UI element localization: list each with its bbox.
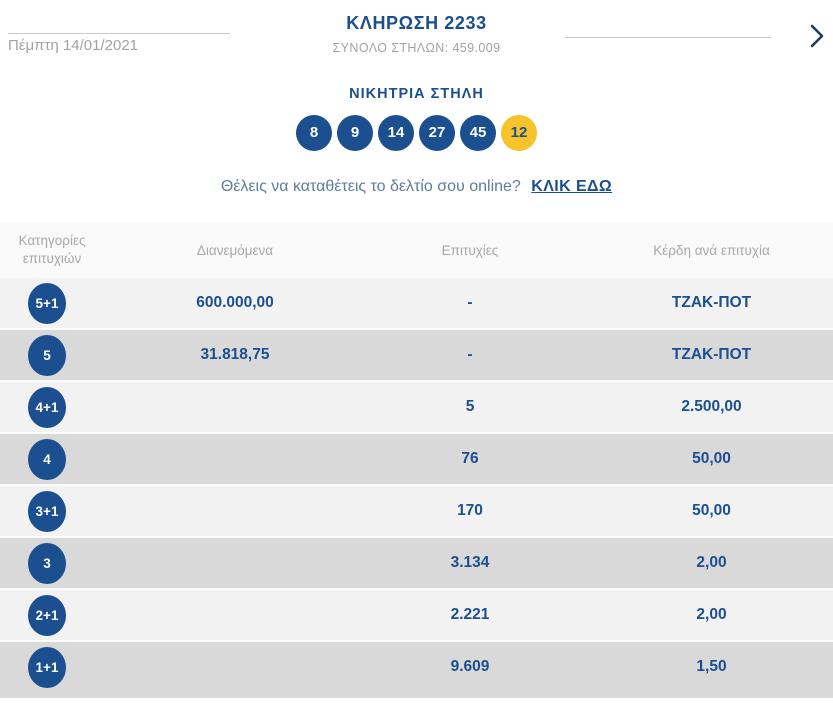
category-badge: 5+1 bbox=[28, 282, 66, 324]
cell-winners: - bbox=[467, 294, 473, 311]
winning-column-title: ΝΙΚΗΤΡΙΑ ΣΤΗΛΗ bbox=[349, 86, 484, 102]
prize-table: Κατηγορίες επιτυχιών Διανεμόμενα Επιτυχί… bbox=[0, 222, 833, 698]
cell-winners: 170 bbox=[457, 502, 483, 519]
cell-prize: 1,50 bbox=[696, 658, 727, 675]
total-columns-label: ΣΥΝΟΛΟ ΣΤΗΛΩΝ: 459.009 bbox=[332, 41, 501, 55]
click-here-link[interactable]: ΚΛΙΚ ΕΔΩ bbox=[531, 178, 613, 195]
table-row: 3+1 170 50,00 bbox=[0, 486, 833, 536]
cell-winners: 76 bbox=[461, 450, 479, 467]
header-distributed: Διανεμόμενα bbox=[196, 242, 274, 258]
cell-prize: 50,00 bbox=[692, 450, 731, 467]
category-badge: 4+1 bbox=[28, 386, 66, 428]
table-row: 4 76 50,00 bbox=[0, 434, 833, 484]
winning-number-ball: 45 bbox=[460, 115, 496, 151]
divider-line-right bbox=[565, 37, 771, 38]
winning-numbers: 8 9 14 27 45 12 bbox=[0, 115, 833, 151]
category-cell: 5 bbox=[0, 334, 120, 376]
prize-table-body: 5+1 600.000,00 - ΤΖΑΚ-ΠΟΤ 5 31.818,75 - … bbox=[0, 278, 833, 698]
category-cell: 5+1 bbox=[0, 282, 120, 324]
cell-prize: 2,00 bbox=[696, 554, 727, 571]
header-categories: Κατηγορίες επιτυχιών bbox=[18, 232, 86, 266]
cell-prize: 2,00 bbox=[696, 606, 727, 623]
page-title: ΚΛΗΡΩΣΗ 2233 bbox=[346, 13, 487, 33]
draw-title-block: ΚΛΗΡΩΣΗ 2233 ΣΥΝΟΛΟ ΣΤΗΛΩΝ: 459.009 bbox=[0, 0, 833, 55]
cell-distributed: 31.818,75 bbox=[200, 346, 270, 363]
category-cell: 2+1 bbox=[0, 594, 120, 636]
table-row: 1+1 9.609 1,50 bbox=[0, 642, 833, 698]
next-draw-button[interactable] bbox=[808, 22, 827, 50]
cell-prize: 50,00 bbox=[692, 502, 731, 519]
table-row: 2+1 2.221 2,00 bbox=[0, 590, 833, 640]
cell-prize: ΤΖΑΚ-ΠΟΤ bbox=[671, 346, 752, 363]
header-winners: Επιτυχίες bbox=[441, 242, 499, 258]
table-row: 3 3.134 2,00 bbox=[0, 538, 833, 588]
category-cell: 1+1 bbox=[0, 646, 120, 688]
winning-number-ball: 14 bbox=[378, 115, 414, 151]
cell-winners: - bbox=[467, 346, 473, 363]
table-row: 5+1 600.000,00 - ΤΖΑΚ-ΠΟΤ bbox=[0, 278, 833, 328]
online-question-text: Θέλεις να καταθέτεις το δελτίο σου onlin… bbox=[220, 178, 521, 195]
category-badge: 5 bbox=[28, 334, 66, 376]
category-badge: 1+1 bbox=[28, 646, 66, 688]
winning-column-section: ΝΙΚΗΤΡΙΑ ΣΤΗΛΗ 8 9 14 27 45 12 bbox=[0, 86, 833, 151]
cell-distributed: 600.000,00 bbox=[196, 294, 274, 311]
category-cell: 3 bbox=[0, 542, 120, 584]
cell-prize: 2.500,00 bbox=[681, 398, 742, 415]
table-row: 4+1 5 2.500,00 bbox=[0, 382, 833, 432]
header-prize: Κέρδη ανά επιτυχία bbox=[653, 242, 770, 258]
category-badge: 3 bbox=[28, 542, 66, 584]
category-cell: 3+1 bbox=[0, 490, 120, 532]
draw-header: Πέμπτη 14/01/2021 ΚΛΗΡΩΣΗ 2233 ΣΥΝΟΛΟ ΣΤ… bbox=[0, 0, 833, 70]
category-cell: 4 bbox=[0, 438, 120, 480]
category-badge: 2+1 bbox=[28, 594, 66, 636]
table-row: 5 31.818,75 - ΤΖΑΚ-ΠΟΤ bbox=[0, 330, 833, 380]
category-badge: 3+1 bbox=[28, 490, 66, 532]
category-cell: 4+1 bbox=[0, 386, 120, 428]
cell-winners: 5 bbox=[465, 398, 475, 415]
cell-prize: ΤΖΑΚ-ΠΟΤ bbox=[671, 294, 752, 311]
draw-date: Πέμπτη 14/01/2021 bbox=[8, 37, 139, 54]
chevron-right-icon bbox=[810, 24, 824, 48]
online-cta: Θέλεις να καταθέτεις το δελτίο σου onlin… bbox=[0, 178, 833, 196]
category-badge: 4 bbox=[28, 438, 66, 480]
cell-winners: 2.221 bbox=[450, 606, 490, 623]
winning-number-ball: 27 bbox=[419, 115, 455, 151]
winning-number-ball: 9 bbox=[337, 115, 373, 151]
cell-winners: 9.609 bbox=[450, 658, 490, 675]
prize-table-header: Κατηγορίες επιτυχιών Διανεμόμενα Επιτυχί… bbox=[0, 222, 833, 278]
divider-line-left bbox=[8, 33, 230, 34]
winning-number-ball: 8 bbox=[296, 115, 332, 151]
cell-winners: 3.134 bbox=[450, 554, 490, 571]
joker-number-ball: 12 bbox=[501, 115, 537, 151]
